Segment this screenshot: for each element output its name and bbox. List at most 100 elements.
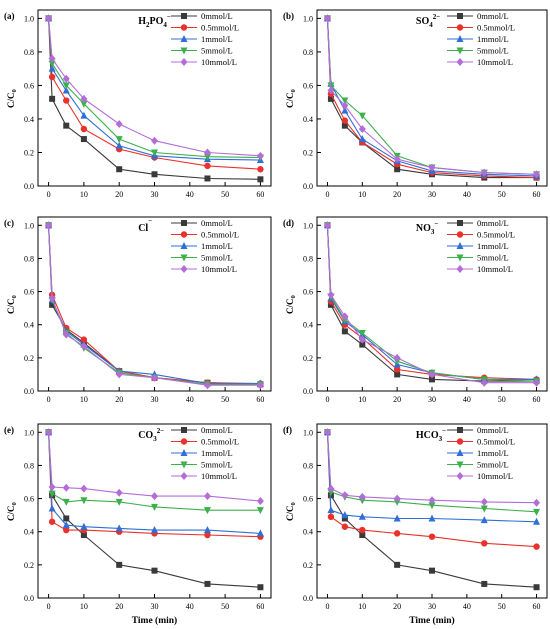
y-tick-label: 0.8: [303, 48, 313, 57]
legend-marker: [180, 461, 188, 469]
plot-frame: [316, 216, 548, 392]
legend-label: 1mmol/L: [477, 241, 509, 251]
data-point: [80, 336, 88, 343]
y-tick-label: 0.2: [303, 148, 313, 157]
x-tick-label: 20: [393, 602, 401, 611]
series-1mmol/L: [45, 428, 264, 537]
data-point: [428, 502, 436, 510]
data-point: [115, 119, 123, 128]
data-point: [341, 312, 349, 321]
x-tick-label: 30: [151, 395, 159, 404]
legend-marker: [180, 242, 188, 249]
x-tick-label: 50: [221, 602, 229, 611]
legend-label: 5mmol/L: [477, 46, 509, 56]
series-10mmol/L: [45, 221, 264, 390]
legend-marker: [456, 35, 464, 42]
data-point: [359, 532, 366, 539]
y-tick-label: 0.8: [303, 461, 313, 470]
y-tick-label: 1.0: [24, 428, 34, 437]
series-line: [326, 18, 537, 179]
y-tick-label: 0.0: [24, 387, 34, 396]
data-point: [429, 376, 435, 383]
data-point: [49, 301, 56, 308]
y-tick-label: 0.2: [24, 354, 34, 363]
x-tick-label: 60: [533, 190, 541, 199]
series-line: [326, 18, 537, 179]
x-tick-label: 50: [498, 602, 506, 611]
data-point: [481, 580, 488, 587]
legend-marker: [180, 35, 188, 42]
legend-label: 0mmol/L: [477, 425, 509, 435]
legend-marker: [180, 449, 188, 456]
series-line: [326, 225, 537, 380]
x-tick-label: 0: [325, 395, 329, 404]
data-point: [62, 330, 70, 339]
y-axis-label: C/C0: [6, 295, 18, 314]
x-tick-label: 10: [80, 190, 88, 199]
data-point: [62, 498, 70, 506]
x-tick-label: 0: [47, 190, 51, 199]
legend-label: 1mmol/L: [201, 448, 233, 458]
series-line: [48, 18, 261, 161]
data-point: [358, 335, 366, 344]
data-point: [341, 106, 349, 114]
chart-panel-2: 0 10 20 30 40 50 60 0.0 0.2 0.4 0.6 0.8 1.0 C/C0 (b) SO…: [283, 9, 548, 199]
legend-label: 10mmol/L: [477, 264, 513, 274]
y-tick-label: 0.8: [24, 48, 34, 57]
legend-label: 10mmol/L: [201, 264, 237, 274]
y-tick-label: 0.4: [303, 528, 313, 537]
y-axis-label: C/C0: [6, 502, 18, 521]
y-tick-label: 0.0: [303, 182, 313, 191]
series-line: [326, 18, 537, 175]
data-point: [358, 135, 366, 143]
legend-label: 0.5mmol/L: [201, 23, 239, 33]
data-point: [358, 125, 366, 134]
data-point: [393, 494, 401, 503]
data-point: [80, 136, 87, 143]
data-point: [62, 483, 70, 492]
data-point: [480, 516, 488, 524]
data-point: [533, 498, 541, 507]
data-point: [533, 508, 541, 516]
x-tick-label: 30: [428, 602, 436, 611]
panel-title: NO3−: [416, 220, 439, 236]
data-point: [115, 498, 123, 506]
data-point: [533, 517, 541, 525]
x-tick-label: 20: [393, 395, 401, 404]
data-point: [480, 497, 488, 506]
legend-label: 0.5mmol/L: [477, 437, 515, 447]
legend-label: 0mmol/L: [201, 11, 233, 21]
series-line: [326, 225, 537, 384]
y-tick-label: 0.6: [303, 495, 313, 504]
y-tick-label: 0.0: [24, 594, 34, 603]
data-point: [256, 497, 264, 506]
panel-label: (b): [283, 11, 294, 21]
legend-marker: [181, 427, 187, 433]
y-axis-label: C/C0: [285, 502, 297, 521]
data-point: [327, 290, 335, 299]
data-point: [394, 371, 401, 378]
data-point: [327, 484, 335, 493]
data-point: [204, 162, 211, 170]
data-point: [80, 532, 87, 539]
x-tick-label: 60: [533, 395, 541, 404]
x-tick-label: 30: [428, 395, 436, 404]
x-tick-label: 10: [358, 395, 366, 404]
legend-label: 5mmol/L: [201, 253, 233, 263]
legend-marker: [180, 58, 188, 66]
chart-panel-5: 0 10 20 30 40 50 60 0.0 0.2 0.4 0.6 0.8 1.0 C/C0 Time …: [4, 423, 272, 626]
y-tick-label: 1.0: [303, 221, 313, 230]
panel-title: HCO3−: [416, 427, 446, 443]
data-point: [358, 492, 366, 501]
data-point: [115, 524, 123, 532]
legend-marker: [457, 220, 463, 226]
data-point: [429, 567, 435, 574]
data-point: [80, 342, 88, 351]
chart-panel-3: 0 10 20 30 40 50 60 0.0 0.2 0.4 0.6 0.8 1.0 C/C0 (c) Cl…: [4, 216, 272, 404]
data-point: [323, 221, 331, 230]
data-point: [359, 526, 366, 534]
